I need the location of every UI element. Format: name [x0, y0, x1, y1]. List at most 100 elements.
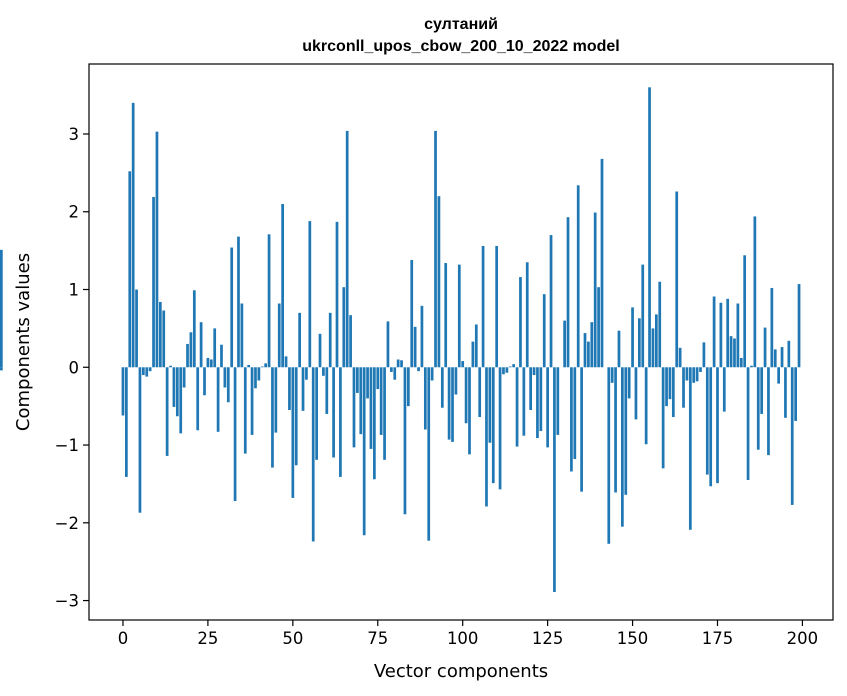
bar — [342, 287, 346, 368]
bar — [760, 367, 764, 414]
bar — [308, 221, 312, 368]
bar — [600, 158, 604, 368]
bar — [709, 367, 713, 487]
bar — [794, 367, 797, 421]
bar — [705, 367, 709, 475]
bar — [281, 203, 284, 368]
bar — [525, 262, 529, 368]
bar — [682, 367, 685, 408]
bar — [454, 367, 458, 395]
bar — [621, 367, 624, 527]
bar — [654, 314, 658, 368]
bar — [491, 367, 495, 484]
bar — [172, 367, 176, 407]
bar — [790, 367, 794, 505]
y-tick-label: 3 — [69, 125, 80, 144]
x-tick-label: 100 — [447, 629, 479, 648]
bar — [189, 332, 193, 368]
bar — [763, 327, 767, 368]
bar — [213, 328, 217, 368]
bar — [576, 185, 580, 368]
bar — [440, 367, 444, 408]
bar — [566, 217, 570, 368]
bar — [192, 290, 196, 368]
bar — [733, 338, 736, 368]
x-tick-label: 25 — [197, 629, 218, 648]
bar — [665, 367, 668, 407]
bars-group — [0, 87, 801, 592]
bar — [780, 347, 784, 368]
bar — [451, 367, 454, 442]
bar — [508, 366, 512, 368]
x-tick-label: 125 — [532, 629, 564, 648]
bar — [427, 367, 431, 541]
bar — [216, 367, 220, 432]
chart-title-line-2: ukrconll_upos_cbow_200_10_2022 model — [302, 38, 619, 55]
bar — [311, 367, 315, 542]
bar — [294, 367, 298, 466]
bar — [753, 216, 757, 368]
bar — [437, 196, 441, 368]
bar — [390, 367, 393, 372]
bar — [403, 367, 407, 515]
bar — [549, 235, 553, 368]
bar — [379, 367, 383, 435]
bar — [767, 367, 770, 456]
bar — [651, 328, 655, 368]
bar — [756, 367, 760, 450]
bar — [125, 367, 128, 477]
bar — [301, 367, 305, 411]
bar — [373, 367, 376, 480]
y-tick-label: 0 — [69, 358, 80, 377]
bar — [359, 367, 363, 435]
bar — [797, 284, 801, 368]
bar — [362, 367, 366, 536]
bar — [203, 367, 206, 396]
bar — [396, 359, 400, 368]
bar — [631, 307, 634, 368]
bar — [519, 277, 522, 368]
bar — [369, 367, 373, 449]
bar — [597, 287, 600, 368]
bar — [746, 367, 750, 481]
bar — [685, 367, 689, 381]
x-axis-label: Vector components — [374, 661, 548, 682]
bar — [478, 367, 482, 418]
x-tick-label: 150 — [617, 629, 649, 648]
bar — [607, 367, 611, 544]
bar — [502, 367, 505, 375]
bar — [257, 367, 261, 381]
bar — [773, 349, 777, 368]
bar — [352, 367, 356, 448]
bar — [784, 367, 787, 418]
bar — [318, 333, 322, 368]
bar — [573, 367, 577, 460]
bar — [196, 367, 200, 431]
bar — [260, 366, 264, 368]
bar — [254, 367, 257, 389]
bar — [220, 344, 223, 368]
bar — [522, 367, 526, 436]
y-axis-label: Components values — [13, 253, 34, 431]
x-tick-label: 175 — [702, 629, 734, 648]
bar — [165, 367, 169, 456]
y-tick-label: 2 — [69, 203, 80, 222]
bar — [498, 367, 502, 490]
bar — [593, 212, 597, 368]
bar — [495, 245, 499, 368]
bar — [250, 367, 254, 435]
bar — [179, 367, 183, 434]
bar — [614, 367, 617, 493]
y-axis-ticks: −3 −2 −1 0 1 2 3 — [55, 125, 89, 611]
bar — [692, 367, 696, 383]
bar — [335, 221, 339, 368]
x-tick-label: 50 — [282, 629, 303, 648]
bar — [699, 367, 702, 372]
bar — [750, 365, 753, 368]
bar — [536, 367, 539, 439]
bar — [712, 296, 716, 368]
bar — [322, 367, 325, 376]
bar — [739, 357, 743, 368]
